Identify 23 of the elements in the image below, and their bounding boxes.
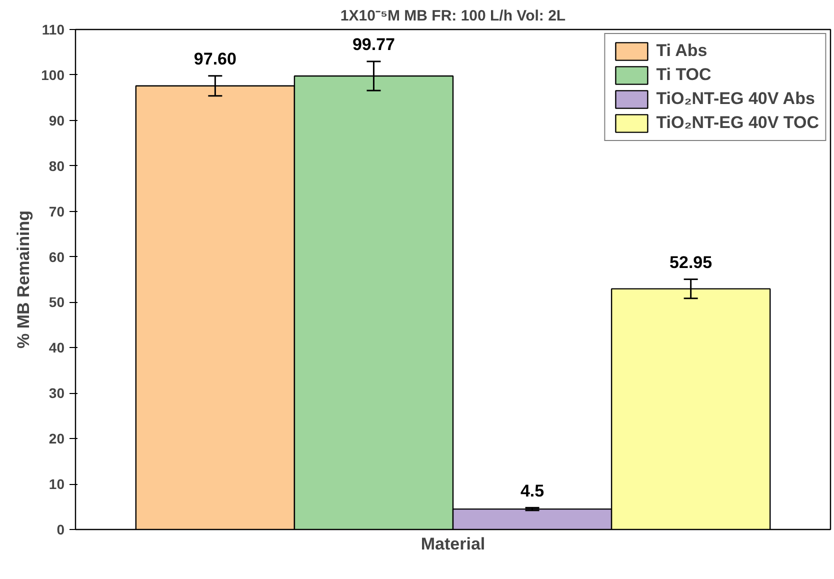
y-tick-label: 50 [48, 294, 65, 310]
legend-label: Ti Abs [656, 41, 708, 61]
y-tick-label: 100 [41, 66, 65, 83]
chart-title: 1X10⁻⁵M MB FR: 100 L/h Vol: 2L [340, 8, 566, 24]
y-tick-label: 70 [48, 203, 65, 220]
y-tick-label: 0 [56, 522, 65, 538]
y-tick-label: 60 [48, 248, 65, 265]
legend-label: TiO₂NT-EG 40V TOC [656, 113, 819, 133]
y-tick-label: 20 [48, 430, 65, 447]
y-tick-label: 80 [48, 158, 65, 174]
y-axis-title: % MB Remaining [14, 210, 34, 348]
data-label: 52.95 [670, 252, 712, 272]
y-tick-label: 10 [48, 476, 65, 492]
x-axis-title: Material [420, 534, 486, 554]
y-tick-label: 90 [48, 112, 65, 128]
data-label: 99.77 [352, 35, 395, 54]
legend-label: TiO₂NT-EG 40V Abs [656, 89, 815, 109]
data-label: 4.5 [520, 481, 544, 500]
legend-label: Ti TOC [656, 65, 712, 85]
y-tick-label: 30 [48, 385, 65, 402]
y-tick-label: 110 [42, 22, 65, 38]
data-label: 97.60 [194, 50, 236, 68]
y-tick-label: 40 [48, 340, 65, 356]
